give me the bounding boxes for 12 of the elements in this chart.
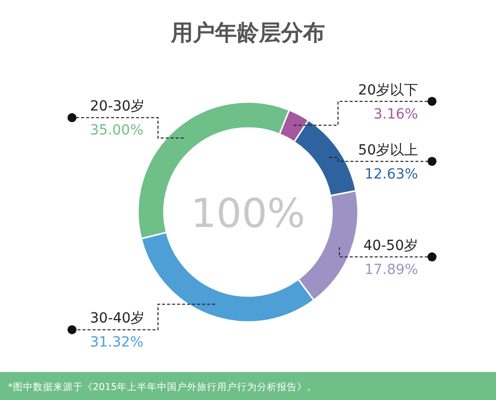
slice-label: 20岁以下: [358, 82, 418, 98]
data-label: 31.32%: [90, 334, 144, 351]
text: *图中数据来源于《2015年上半年中国户外旅行用户行为分析报告》。: [8, 381, 317, 393]
slice-label: 20-30岁: [90, 98, 145, 115]
data-label: 3.16%: [374, 106, 418, 122]
chart-title: 用户年龄层分布: [170, 20, 325, 46]
slice-label: 40-50岁: [363, 238, 418, 254]
slice-label: 50岁以上: [358, 142, 418, 158]
slice-label: 30-40岁: [90, 310, 145, 327]
data-label: 35.00%: [90, 122, 144, 139]
data-label: 12.63%: [364, 166, 418, 182]
data-label: 17.89%: [364, 262, 418, 278]
